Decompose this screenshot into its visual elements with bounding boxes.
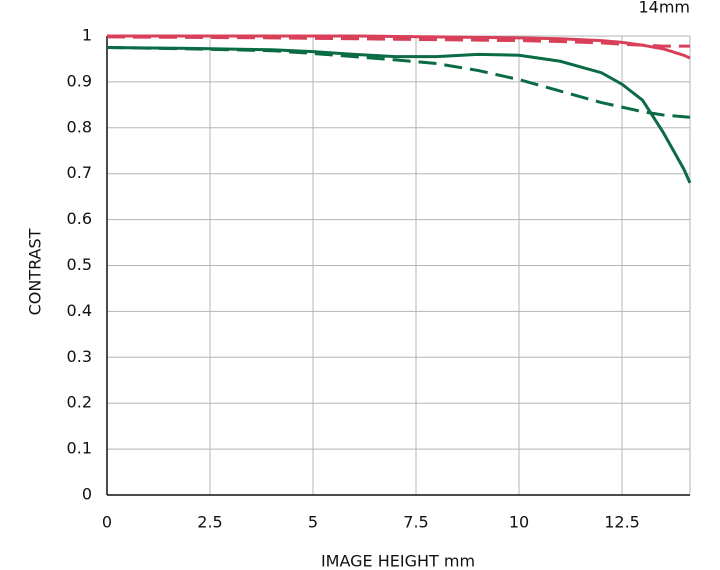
y-tick-label: 0.5 <box>67 255 92 274</box>
x-tick-label: 7.5 <box>403 513 428 532</box>
x-tick-label: 10 <box>509 513 529 532</box>
y-tick-label: 0.4 <box>67 301 92 320</box>
x-tick-label: 2.5 <box>197 513 222 532</box>
y-tick-label: 0.2 <box>67 393 92 412</box>
series-line <box>106 45 691 119</box>
y-tick-label: 0.7 <box>67 163 92 182</box>
x-tick-label: 12.5 <box>604 513 640 532</box>
y-tick-label: 0.9 <box>67 71 92 90</box>
series-line <box>106 35 690 48</box>
y-tick-label: 0.3 <box>67 347 92 366</box>
y-tick-label: 0.1 <box>67 439 92 458</box>
chart-title: 14mm <box>638 0 690 17</box>
y-tick-label: 0 <box>82 485 92 504</box>
y-tick-label: 0.6 <box>67 209 92 228</box>
series-line <box>106 45 692 184</box>
y-axis-label: CONTRAST <box>26 228 45 315</box>
x-tick-label: 0 <box>102 513 112 532</box>
x-tick-label: 5 <box>308 513 318 532</box>
x-axis-label: IMAGE HEIGHT mm <box>321 552 475 570</box>
y-tick-label: 0.8 <box>67 117 92 136</box>
y-tick-label: 1 <box>82 26 92 45</box>
